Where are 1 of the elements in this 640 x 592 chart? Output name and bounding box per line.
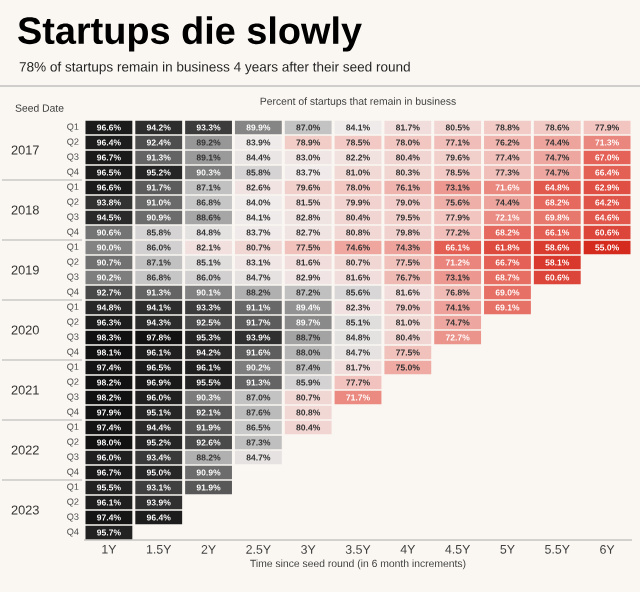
chart-title: Startups die slowly xyxy=(18,16,362,52)
